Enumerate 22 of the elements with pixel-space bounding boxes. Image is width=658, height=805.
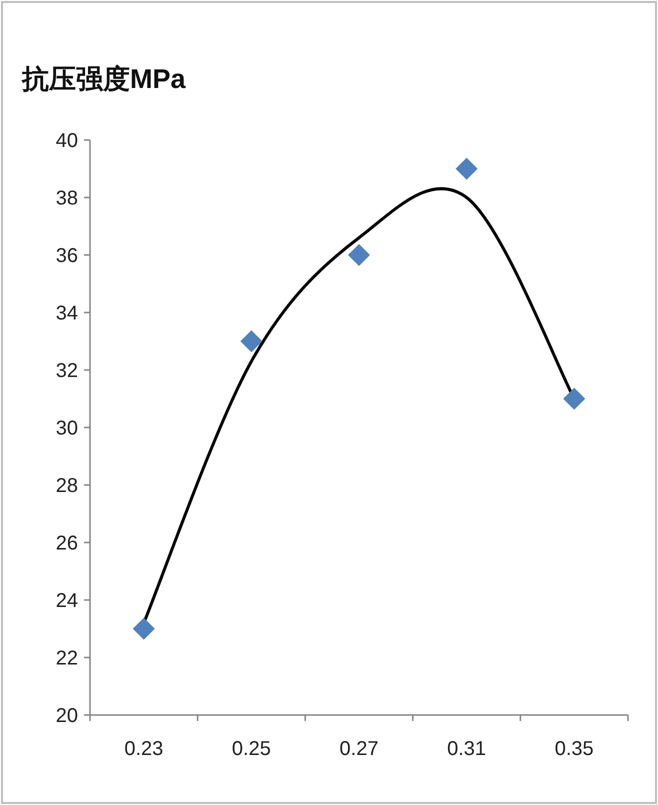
x-tick-label: 0.23 xyxy=(124,738,164,760)
x-tick-label: 0.25 xyxy=(232,738,271,760)
point xyxy=(132,618,155,640)
y-tick-label: 24 xyxy=(56,590,78,612)
y-tick-label: 32 xyxy=(56,360,78,382)
point xyxy=(348,244,370,266)
y-tick-label: 26 xyxy=(56,532,78,554)
y-axis-title: 抗压强度MPa xyxy=(21,64,186,94)
y-tick-label: 22 xyxy=(56,648,78,670)
y-tick-label: 34 xyxy=(56,302,78,324)
y-tick-label: 40 xyxy=(56,130,78,152)
y-tick-label: 20 xyxy=(56,705,78,727)
y-tick-label: 30 xyxy=(56,418,78,440)
point xyxy=(456,158,478,180)
point xyxy=(240,330,262,352)
y-tick-label: 38 xyxy=(56,188,78,210)
x-tick-label: 0.31 xyxy=(447,738,486,760)
x-tick-label: 0.35 xyxy=(554,738,594,760)
x-tick-label: 0.27 xyxy=(340,738,378,760)
y-tick-label: 28 xyxy=(56,475,78,497)
y-tick-label: 36 xyxy=(56,245,78,267)
point xyxy=(563,388,586,410)
